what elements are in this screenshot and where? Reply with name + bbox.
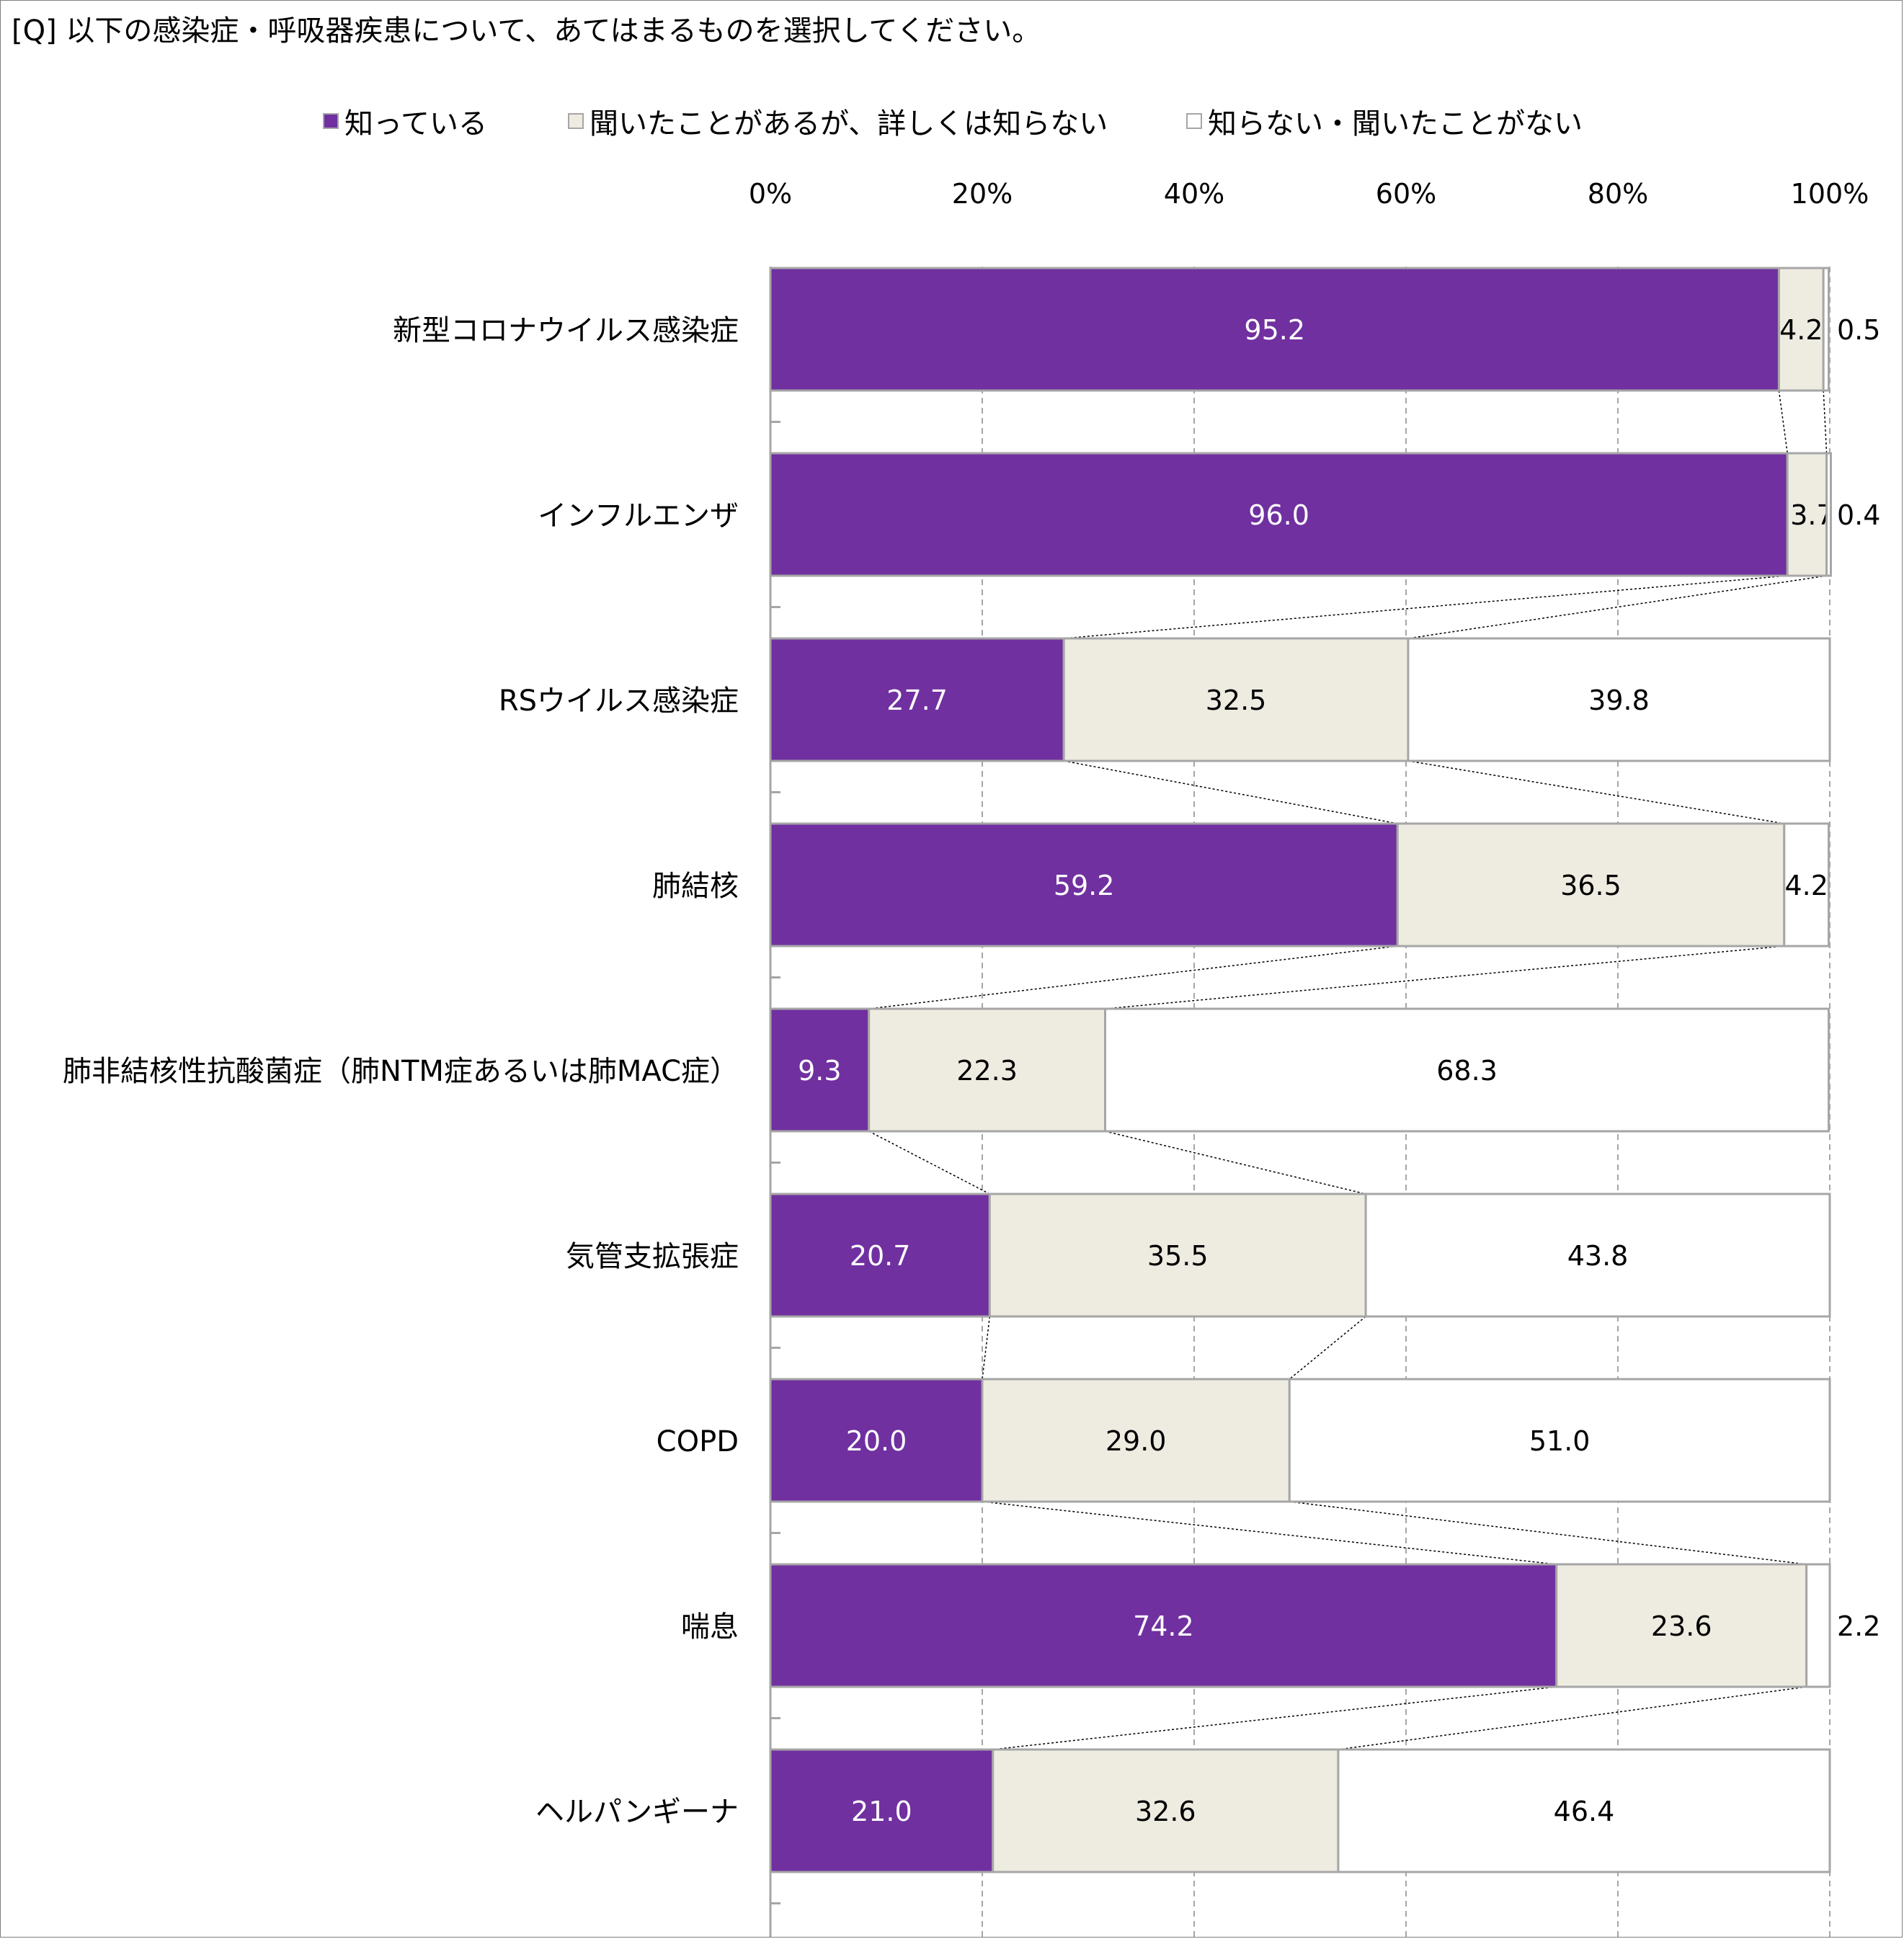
bar-segment [769, 452, 1789, 577]
bar-segment [1288, 1378, 1831, 1503]
series-line [1778, 390, 1788, 454]
legend-label-known: 知っている [344, 107, 487, 141]
bar-segment [1396, 822, 1786, 948]
data-label: 39.8 [1588, 685, 1650, 716]
bar-segment [1104, 1007, 1830, 1133]
category-label: 喘息 [681, 1610, 739, 1644]
category-label: 気管支拡張症 [566, 1240, 739, 1273]
category-label: RSウイルス感染症 [499, 685, 739, 718]
data-label: 4.2 [1779, 314, 1823, 346]
bar-segment [1407, 637, 1831, 762]
data-label: 20.0 [846, 1425, 907, 1457]
data-label: 21.0 [851, 1796, 912, 1827]
data-label: 32.6 [1135, 1796, 1196, 1827]
legend-swatch-unknown [1186, 113, 1202, 129]
bar-segment [1337, 1748, 1831, 1873]
x-tick-label: 40% [1164, 178, 1224, 210]
category-label: 肺非結核性抗酸菌症（肺NTM症あるいは肺MAC症） [63, 1055, 739, 1088]
series-line [982, 1501, 1557, 1565]
data-label: 4.2 [1784, 870, 1828, 901]
category-label: 肺結核 [652, 870, 739, 903]
series-line [982, 1316, 991, 1380]
x-tick-label: 0% [749, 178, 792, 210]
series-line [1105, 1131, 1366, 1195]
data-label: 27.7 [886, 685, 948, 716]
data-label: 43.8 [1567, 1240, 1629, 1272]
bar-segment [1062, 637, 1410, 762]
data-label: 22.3 [956, 1055, 1018, 1087]
x-tick-label: 80% [1588, 178, 1648, 210]
data-label: 51.0 [1529, 1425, 1591, 1457]
data-label: 35.5 [1147, 1240, 1209, 1272]
bar-segment [1825, 452, 1832, 577]
x-tick-label: 20% [952, 178, 1013, 210]
series-line [992, 1686, 1557, 1750]
series-line [1289, 1316, 1366, 1380]
data-label: 23.6 [1651, 1610, 1712, 1642]
legend-label-unknown: 知らない・聞いたことがない [1208, 107, 1583, 141]
legend-item-known: 知っている [323, 101, 487, 141]
bar-segment [769, 1007, 871, 1133]
data-label: 74.2 [1133, 1610, 1194, 1642]
data-label: 36.5 [1560, 870, 1621, 901]
bar-segment [769, 1378, 984, 1503]
series-line [1289, 1501, 1807, 1565]
series-line [1407, 760, 1784, 824]
bar-segment [769, 1563, 1558, 1688]
bar-segment [988, 1193, 1367, 1318]
series-line [1064, 575, 1788, 639]
data-label: 29.0 [1106, 1425, 1167, 1457]
bar-segment [1364, 1193, 1831, 1318]
data-label: 20.7 [850, 1240, 911, 1272]
bar-segment [1777, 267, 1825, 392]
series-line [868, 1131, 990, 1195]
bar-segment [769, 822, 1399, 948]
category-label: ヘルパンギーナ [535, 1796, 739, 1829]
series-line [1407, 575, 1827, 639]
bar-segment [992, 1748, 1340, 1873]
legend-item-heard: 聞いたことがあるが、詳しくは知らない [568, 101, 1108, 141]
data-label: 68.3 [1436, 1055, 1498, 1087]
bar-segment [769, 1193, 991, 1318]
category-label: COPD [657, 1425, 739, 1458]
legend-swatch-heard [568, 113, 584, 129]
bar-segment [981, 1378, 1291, 1503]
series-line [1338, 1686, 1807, 1750]
bar-segment [1805, 1563, 1831, 1688]
series-line [1064, 760, 1398, 824]
bar-segment [1822, 267, 1830, 392]
bar-segment [1783, 822, 1830, 948]
legend-label-heard: 聞いたことがあるが、詳しくは知らない [590, 107, 1108, 141]
data-label: 32.5 [1206, 685, 1267, 716]
data-label: 0.4 [1837, 499, 1880, 531]
series-line [868, 945, 1398, 1009]
category-label: インフルエンザ [538, 499, 739, 532]
x-tick-label: 100% [1791, 178, 1869, 210]
data-label: 46.4 [1554, 1796, 1615, 1827]
bar-segment [1555, 1563, 1808, 1688]
legend-item-unknown: 知らない・聞いたことがない [1186, 101, 1583, 141]
data-label: 9.3 [798, 1055, 841, 1087]
legend-swatch-known [323, 113, 339, 129]
x-tick-label: 60% [1376, 178, 1436, 210]
data-label: 95.2 [1244, 314, 1305, 346]
series-line [1105, 945, 1784, 1009]
category-label: 新型コロナウイルス感染症 [393, 314, 739, 347]
bar-segment [868, 1007, 1107, 1133]
data-label: 96.0 [1248, 499, 1309, 531]
bar-segment [769, 267, 1780, 392]
data-label: 2.2 [1837, 1610, 1880, 1642]
data-label: 0.5 [1837, 314, 1880, 346]
bar-segment [1786, 452, 1828, 577]
series-line [1823, 390, 1828, 454]
bar-segment [769, 1748, 995, 1873]
data-label: 59.2 [1054, 870, 1115, 901]
question-text: [Q] 以下の感染症・呼吸器疾患について、あてはまるものを選択してください。 [12, 14, 1041, 48]
